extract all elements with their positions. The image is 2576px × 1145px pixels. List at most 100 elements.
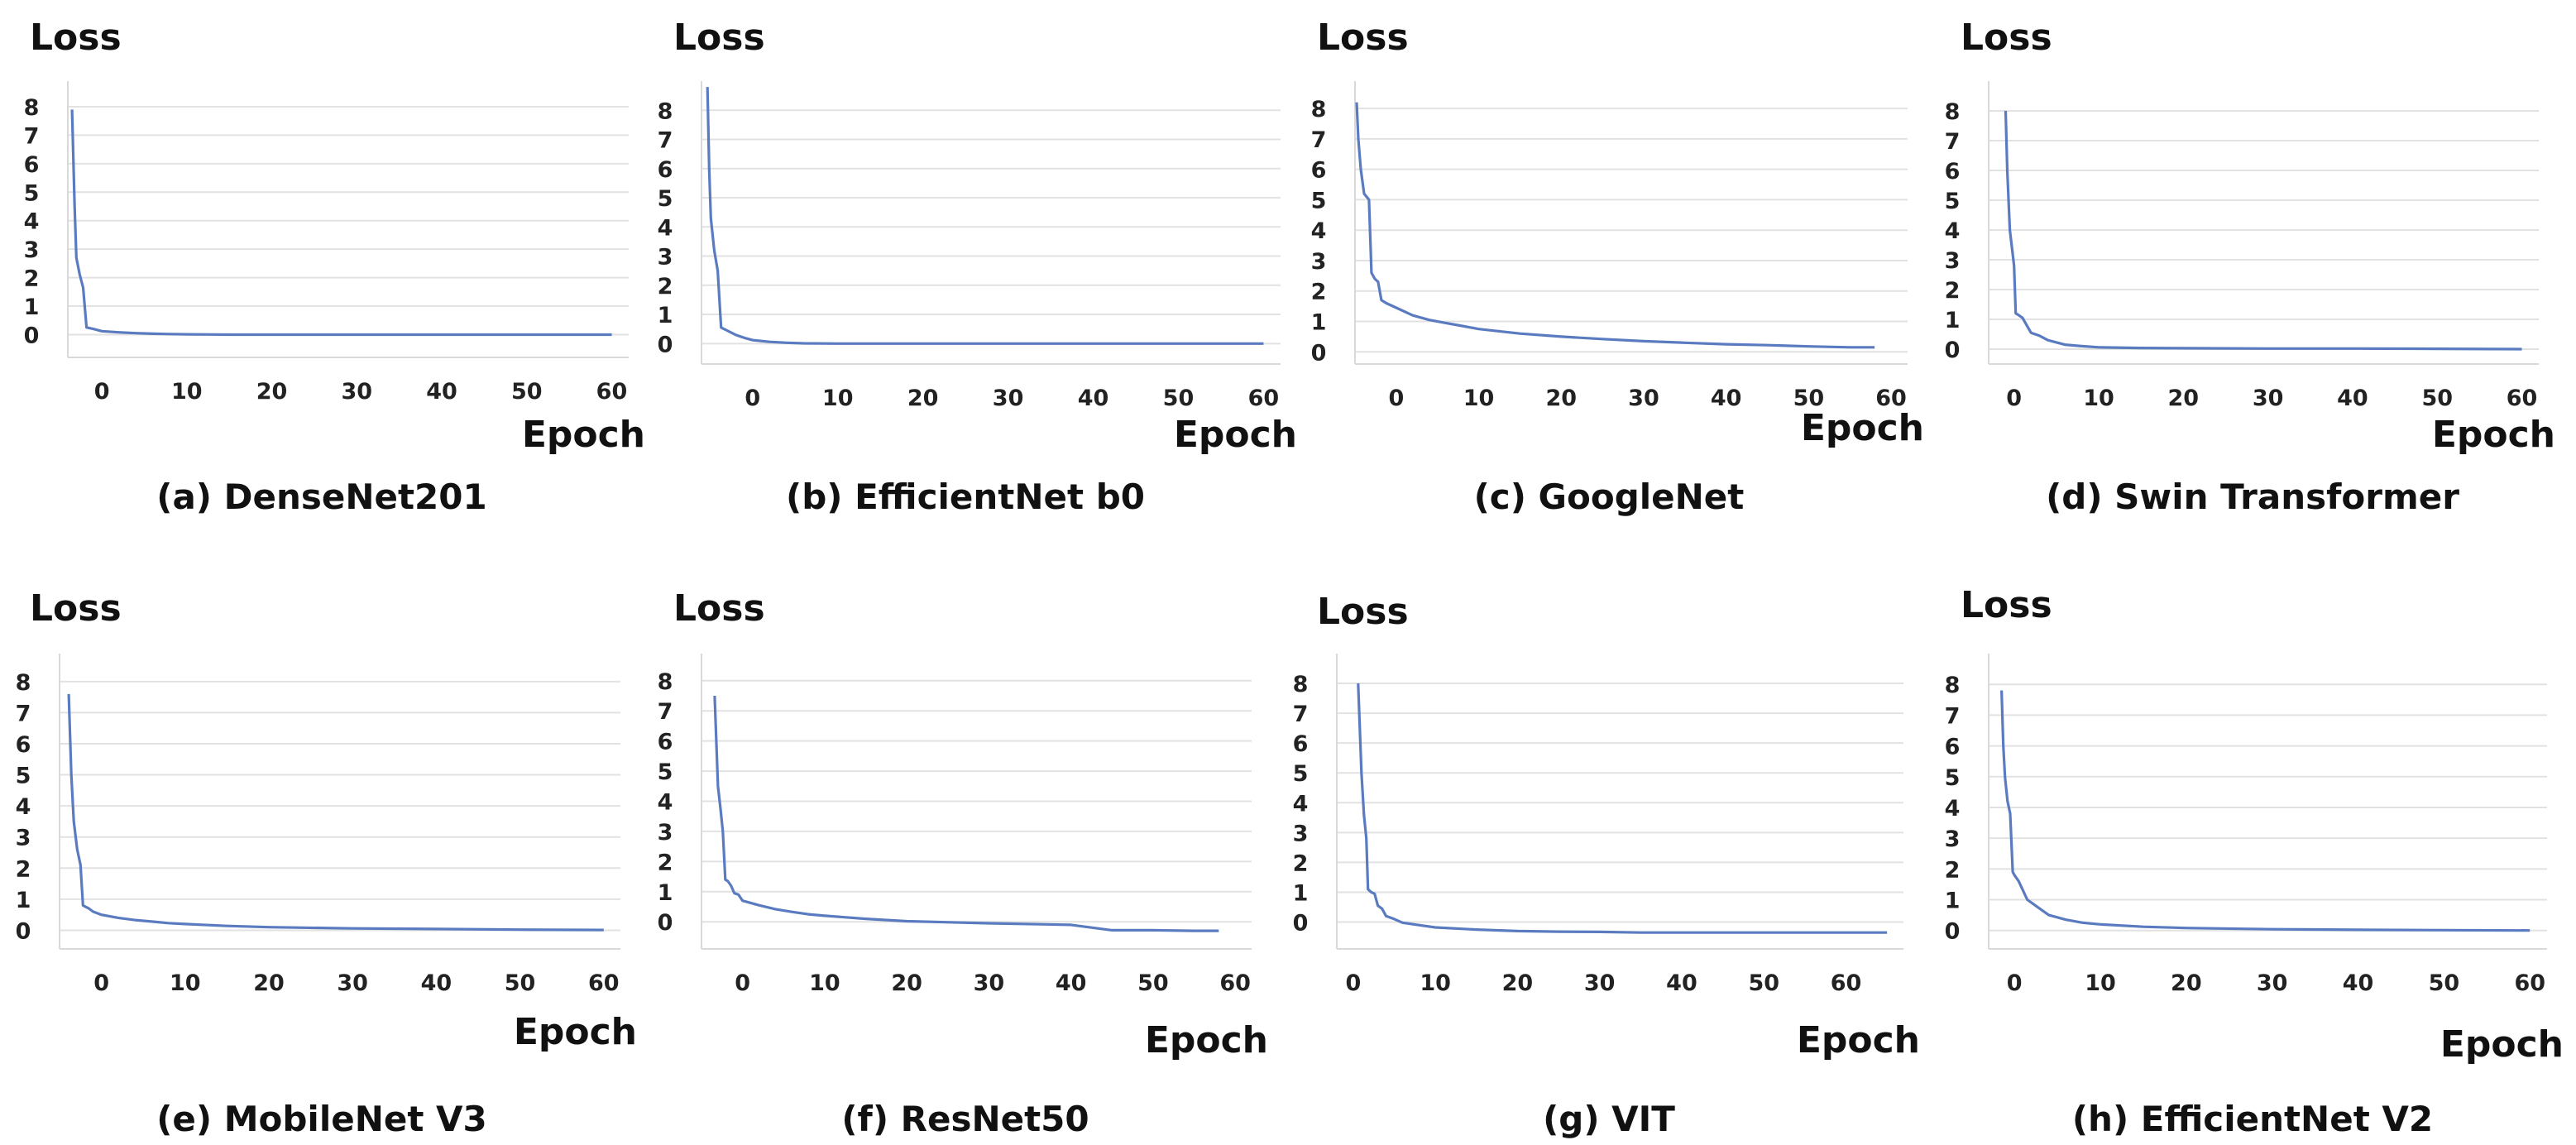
y-tick-label: 7 [658, 128, 673, 154]
x-tick-label: 10 [809, 970, 840, 996]
y-axis-title: Loss [1317, 17, 1409, 59]
y-tick-label: 2 [1945, 278, 1961, 304]
x-axis-title: Epoch [1145, 1019, 1268, 1061]
y-tick-label: 7 [658, 699, 673, 725]
y-tick-label: 3 [658, 820, 673, 846]
x-tick-label: 50 [1137, 970, 1169, 996]
y-tick-label: 2 [1311, 280, 1327, 305]
y-tick-label: 0 [24, 323, 40, 348]
y-tick-label: 1 [16, 888, 31, 913]
x-tick-label: 30 [993, 386, 1024, 411]
x-tick-label: 10 [1420, 970, 1451, 996]
y-tick-label: 8 [658, 98, 673, 124]
chart-svg-e: 0 1 2 3 4 5 6 7 8 0 10 20 30 40 50 60 Loss Epoch (e) Mobil… [16, 587, 637, 1139]
loss-series-line [1355, 102, 1875, 349]
loss-series-line [2000, 690, 2531, 932]
panel-h-efficientnet-v2: 0 1 2 3 4 5 6 7 8 0 10 20 30 40 50 60 Loss Epoch (h) Effic… [1931, 572, 2574, 1145]
y-tick-label: 2 [1945, 857, 1961, 883]
x-tick-label: 0 [94, 379, 110, 405]
y-tick-label: 3 [16, 826, 31, 851]
y-tick-label: 0 [1311, 340, 1327, 366]
panel-caption: (h) EfficientNet V2 [2072, 1099, 2433, 1139]
panel-d-swin-transformer: 0 1 2 3 4 5 6 7 8 0 10 20 30 40 50 60 Loss Epoch (d) Swin … [1931, 0, 2574, 572]
chart-svg-b: 0 1 2 3 4 5 6 7 8 0 10 20 30 40 50 60 Loss Epoch (b) Effic… [658, 17, 1297, 517]
y-tick-label: 7 [1311, 127, 1327, 153]
y-tick-label: 5 [658, 759, 673, 785]
x-axis-title: Epoch [1174, 414, 1297, 456]
y-tick-label: 6 [658, 157, 673, 183]
y-tick-label: 8 [1293, 672, 1309, 697]
x-axis-title: Epoch [1801, 407, 1924, 449]
y-tick-label: 8 [1311, 97, 1327, 122]
x-tick-label: 50 [1748, 970, 1779, 996]
y-tick-label: 1 [1311, 310, 1327, 336]
x-tick-label: 50 [2429, 970, 2460, 996]
y-tick-label: 8 [658, 669, 673, 695]
x-tick-label: 0 [2007, 970, 2023, 996]
y-tick-label: 2 [658, 274, 673, 299]
x-tick-label: 40 [2343, 970, 2374, 996]
y-tick-label: 0 [16, 918, 31, 944]
x-axis-title: Epoch [1797, 1019, 1920, 1061]
x-tick-label: 30 [1628, 386, 1659, 411]
loss-series-line [1357, 683, 1888, 934]
x-axis-title: Epoch [514, 1011, 637, 1053]
chart-svg-f: 0 1 2 3 4 5 6 7 8 0 10 20 30 40 50 60 Loss Epoch (f) ResNe… [658, 587, 1268, 1139]
x-tick-label: 30 [341, 379, 372, 405]
y-tick-label: 1 [1945, 889, 1961, 914]
x-tick-label: 60 [1248, 386, 1280, 411]
y-tick-label: 8 [1945, 99, 1961, 125]
x-tick-label: 0 [1388, 386, 1404, 411]
x-tick-label: 40 [1666, 970, 1697, 996]
y-tick-label: 5 [1945, 765, 1961, 791]
y-tick-label: 4 [1945, 218, 1961, 244]
x-tick-label: 20 [1502, 970, 1534, 996]
x-tick-label: 10 [2083, 386, 2114, 411]
panel-caption: (e) MobileNet V3 [156, 1099, 487, 1139]
y-tick-label: 7 [1293, 702, 1309, 727]
y-tick-label: 1 [1945, 308, 1961, 333]
y-tick-label: 0 [1945, 338, 1961, 363]
panel-c-googlenet: 0 1 2 3 4 5 6 7 8 0 10 20 30 40 50 60 Loss Epoch (c) Googl… [1287, 0, 1931, 572]
x-tick-label: 30 [2253, 386, 2284, 411]
x-tick-label: 60 [1831, 970, 1862, 996]
x-tick-label: 10 [171, 379, 203, 405]
y-tick-label: 2 [1293, 850, 1309, 876]
x-tick-label: 60 [2514, 970, 2545, 996]
x-tick-label: 10 [822, 386, 854, 411]
y-tick-label: 3 [1311, 249, 1327, 275]
loss-series-line [706, 87, 1264, 345]
panel-g-vit: 0 1 2 3 4 5 6 7 8 0 10 20 30 40 50 60 Loss Epoch (g) VIT [1287, 572, 1931, 1145]
y-tick-label: 2 [16, 856, 31, 882]
x-tick-label: 30 [974, 970, 1005, 996]
y-tick-label: 5 [1945, 189, 1961, 214]
y-axis-title: Loss [30, 17, 122, 59]
y-tick-label: 6 [1945, 159, 1961, 184]
y-tick-label: 6 [1311, 158, 1327, 184]
x-tick-label: 10 [1463, 386, 1495, 411]
panel-a-densenet201: 0 1 2 3 4 5 6 7 8 0 10 20 30 40 50 60 Loss Epoch (a) Dense… [0, 0, 645, 572]
y-tick-label: 0 [658, 910, 673, 936]
y-tick-label: 6 [24, 152, 40, 178]
y-axis-title: Loss [673, 587, 765, 630]
x-tick-label: 40 [421, 970, 452, 996]
y-tick-label: 0 [658, 332, 673, 357]
y-tick-label: 4 [1311, 218, 1327, 244]
x-axis-title: Epoch [522, 414, 645, 456]
y-tick-label: 6 [1293, 731, 1309, 757]
y-tick-label: 3 [658, 245, 673, 271]
y-tick-label: 6 [1945, 735, 1961, 760]
y-tick-label: 2 [658, 850, 673, 875]
y-tick-label: 5 [16, 764, 31, 789]
x-tick-label: 20 [1545, 386, 1577, 411]
y-tick-label: 2 [24, 266, 40, 292]
x-tick-label: 10 [170, 970, 201, 996]
x-tick-label: 10 [2085, 970, 2116, 996]
x-tick-label: 50 [1163, 386, 1195, 411]
y-axis-title: Loss [1317, 591, 1409, 633]
y-tick-label: 3 [1945, 826, 1961, 852]
x-tick-label: 30 [1584, 970, 1616, 996]
x-tick-label: 40 [1056, 970, 1087, 996]
x-tick-label: 60 [2507, 386, 2538, 411]
